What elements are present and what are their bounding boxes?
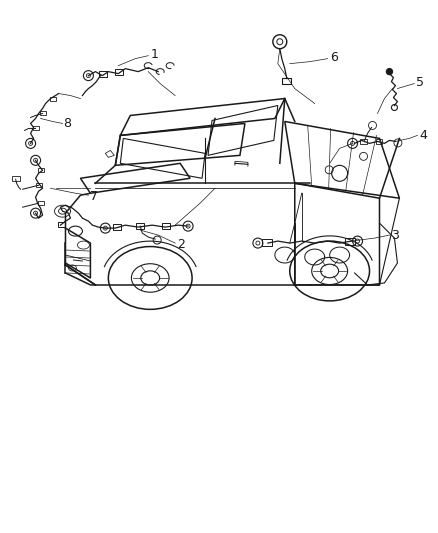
Bar [375,140,382,144]
Bar [12,176,20,181]
Circle shape [386,69,392,75]
Bar [282,78,291,84]
Text: 7: 7 [90,190,99,203]
Bar [39,111,46,116]
Bar [32,126,39,131]
Text: 6: 6 [330,51,338,64]
Text: 8: 8 [64,117,71,130]
Bar [162,223,170,229]
Text: 1: 1 [150,48,158,61]
Bar [38,201,43,205]
Bar [99,71,107,77]
Text: 2: 2 [177,238,185,251]
Bar [38,168,43,172]
Text: 5: 5 [417,76,424,89]
Text: 4: 4 [419,129,427,142]
Bar [262,239,272,246]
Bar [345,238,355,245]
Bar [35,183,42,187]
Bar [136,223,144,229]
Bar [113,224,121,230]
Bar [49,96,56,101]
Text: 3: 3 [392,229,399,241]
Bar [115,69,124,75]
Bar [360,140,367,144]
Bar [57,222,66,227]
